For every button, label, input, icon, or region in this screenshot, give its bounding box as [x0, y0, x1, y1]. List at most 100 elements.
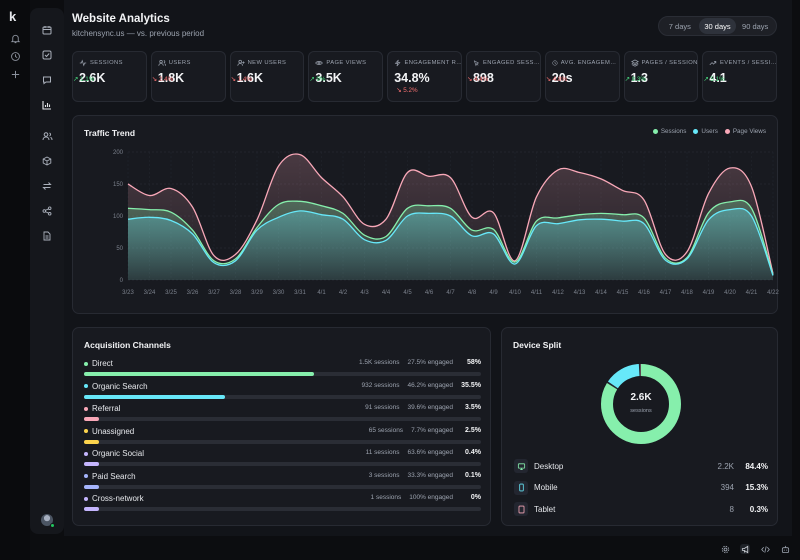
channel-row[interactable]: Organic Search 932 sessions 46.2% engaged 3… [84, 382, 481, 404]
donut-slice-tablet[interactable] [601, 364, 681, 444]
kpi-card-page-views[interactable]: Page Views 3.5K ↗ 9% [308, 51, 384, 102]
channel-label: Organic Search [92, 381, 148, 391]
channel-row[interactable]: Direct 1.5K sessions 27.5% engaged 58% [84, 359, 481, 381]
history-icon[interactable] [9, 50, 21, 62]
bot-icon[interactable] [780, 544, 790, 554]
cursor-icon [473, 60, 480, 67]
channel-bar-track [84, 439, 481, 444]
range-30-days-button[interactable]: 30 days [698, 18, 737, 34]
bell-icon[interactable] [9, 32, 21, 44]
channel-bar-fill [84, 462, 99, 466]
device-row[interactable]: Tablet 8 0.3% [514, 502, 768, 516]
checklist-icon[interactable] [41, 49, 53, 61]
device-count: 8 [729, 504, 734, 514]
channel-row[interactable]: Cross-network 1 sessions 100% engaged 0% [84, 494, 481, 516]
kpi-label: Sessions [90, 60, 123, 66]
channel-row[interactable]: Referral 91 sessions 39.6% engaged 3.5% [84, 404, 481, 426]
legend-label: Users [701, 128, 718, 135]
channel-sessions: 1 sessions [370, 494, 402, 501]
x-tick-label: 3/24 [144, 290, 156, 296]
settings-icon[interactable] [720, 544, 730, 554]
device-name: Desktop [534, 461, 564, 471]
layers-icon [630, 59, 639, 67]
chat-icon[interactable] [41, 74, 53, 86]
kpi-value: 3.5K [315, 71, 342, 85]
legend-swatch [724, 129, 730, 134]
sidebar [30, 8, 64, 534]
channel-sessions: 3 sessions [368, 471, 400, 479]
cube-icon[interactable] [41, 155, 53, 167]
range-7-days-button[interactable]: 7 days [668, 21, 691, 31]
series-line-page-views[interactable] [127, 153, 774, 274]
code-icon[interactable] [760, 544, 770, 554]
kpi-card-sessions[interactable]: Sessions 2.6K ↗ 1.1% [72, 51, 147, 102]
x-tick-label: 4/5 [403, 290, 412, 296]
device-row[interactable]: Mobile 394 15.3% [514, 480, 768, 495]
x-tick-label: 4/2 [339, 290, 348, 296]
channel-sessions: 1.5K sessions [358, 359, 400, 366]
kpi-card-engagement-rate[interactable]: Engagement Rate 34.8% ↘ 5.2% [387, 51, 462, 102]
users-icon[interactable] [41, 130, 53, 142]
device-share: 0.3% [749, 504, 768, 514]
x-tick-label: 4/9 [489, 290, 498, 296]
kpi-value: 898 [472, 71, 494, 85]
legend-item[interactable]: Sessions [652, 128, 686, 135]
channel-engaged: 100% engaged [409, 494, 453, 501]
channel-label: Unassigned [92, 426, 135, 436]
share-icon[interactable] [41, 205, 53, 217]
device-row[interactable]: Desktop 2.2K 84.4% [514, 459, 768, 473]
kpi-value: 20s [551, 71, 573, 85]
app-logo[interactable]: k [9, 9, 17, 24]
document-icon[interactable] [41, 230, 53, 242]
kpi-delta: ↗ 8.3% [624, 76, 646, 83]
x-tick-label: 4/22 [767, 290, 779, 296]
x-tick-label: 4/13 [574, 290, 586, 296]
kpi-delta: ↗ 1.1% [73, 76, 95, 83]
channel-meta: 91 sessions 39.6% engaged 3.5% [365, 404, 481, 411]
traffic-trend-title: Traffic Trend [84, 128, 136, 138]
channel-share: 2.5% [465, 426, 481, 434]
legend-item[interactable]: Page Views [724, 128, 766, 135]
device-split-title: Device Split [513, 340, 562, 350]
device-donut-chart [601, 364, 681, 444]
x-tick-label: 3/29 [251, 290, 263, 296]
channel-engaged: 39.6% engaged [407, 404, 453, 411]
channel-bar-fill [84, 507, 99, 511]
channel-engaged: 46.2% engaged [407, 381, 453, 389]
x-tick-label: 4/1 [317, 290, 326, 296]
plus-icon[interactable] [9, 68, 21, 80]
channel-color-dot [84, 496, 88, 501]
kpi-label: Engaged Sessions [482, 60, 541, 66]
kpi-card-pages-per-session[interactable]: Pages / Session 1.3 ↗ 8.3% [623, 51, 699, 102]
kpi-card-users[interactable]: Users 1.8K ↘ 2.4% [150, 51, 226, 102]
kpi-card-avg-engagement-time[interactable]: Avg. Engagement Time 20s↘ 4.8% [544, 51, 620, 102]
transfer-icon[interactable] [41, 180, 53, 192]
range-90-days-button[interactable]: 90 days [742, 21, 769, 31]
page-title: Website Analytics [72, 13, 170, 25]
channel-label: Paid Search [92, 471, 136, 481]
megaphone-icon[interactable] [740, 544, 750, 554]
kpi-card-engaged-sessions[interactable]: Engaged Sessions 898↘ 4.4% [465, 51, 541, 102]
device-share: 84.4% [745, 461, 768, 471]
x-tick-label: 4/18 [681, 290, 693, 296]
kpi-label: New Users [247, 60, 287, 66]
kpi-delta: ↗ 5.1% [703, 76, 725, 83]
legend-item[interactable]: Users [693, 128, 718, 135]
kpi-delta: ↘ 5.2% [396, 87, 418, 94]
x-tick-label: 3/23 [122, 290, 134, 296]
kpi-card-new-users[interactable]: New Users 1.6K ↘ 1.4% [229, 51, 305, 102]
calendar-icon[interactable] [41, 24, 53, 36]
channel-bar-fill [84, 439, 99, 444]
channel-label: Cross-network [92, 494, 144, 503]
channel-meta: 65 sessions 7.7% engaged 2.5% [369, 427, 481, 434]
channel-row[interactable]: Unassigned 65 sessions 7.7% engaged 2.5% [84, 427, 481, 449]
channel-name: Paid Search [84, 472, 136, 481]
x-tick-label: 4/8 [468, 290, 477, 296]
channel-row[interactable]: Organic Social 11 sessions 63.6% engaged 0.… [84, 449, 481, 471]
series-line-sessions[interactable] [127, 199, 774, 276]
status-bar [720, 544, 790, 554]
channel-row[interactable]: Paid Search 3 sessions 33.3% engaged 0.1% [84, 472, 481, 494]
series-line-users[interactable] [127, 207, 774, 276]
kpi-card-events-per-session[interactable]: Events / Session 4.1 ↗ 5.1% [702, 51, 778, 102]
analytics-icon[interactable] [41, 99, 53, 111]
